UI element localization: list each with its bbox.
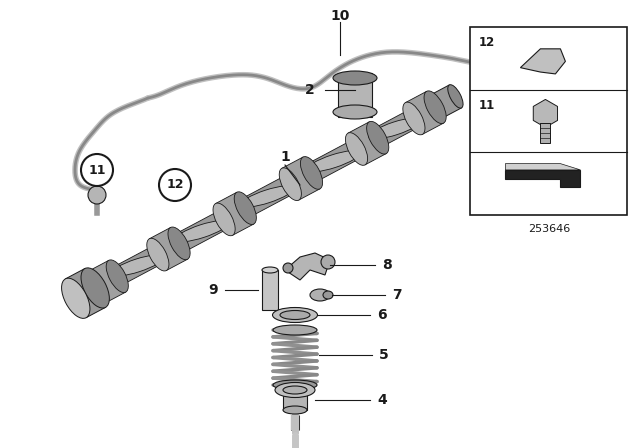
Ellipse shape: [323, 291, 333, 299]
Ellipse shape: [367, 121, 388, 154]
Ellipse shape: [403, 102, 425, 135]
Ellipse shape: [307, 151, 360, 172]
Ellipse shape: [300, 157, 323, 189]
Ellipse shape: [333, 105, 377, 119]
Ellipse shape: [346, 133, 367, 165]
Ellipse shape: [175, 220, 228, 242]
Ellipse shape: [310, 289, 330, 301]
Text: 5: 5: [379, 348, 388, 362]
Polygon shape: [285, 253, 330, 280]
Polygon shape: [65, 268, 106, 318]
Text: 12: 12: [166, 178, 184, 191]
Ellipse shape: [262, 267, 278, 273]
Ellipse shape: [279, 168, 301, 201]
Ellipse shape: [61, 278, 90, 319]
Polygon shape: [533, 99, 557, 127]
Polygon shape: [431, 85, 461, 117]
Polygon shape: [338, 73, 372, 117]
Text: 253646: 253646: [527, 224, 570, 234]
Text: 1: 1: [280, 150, 290, 164]
Text: 11: 11: [88, 164, 106, 177]
Ellipse shape: [81, 268, 109, 308]
Ellipse shape: [273, 380, 317, 390]
Ellipse shape: [424, 91, 446, 124]
Ellipse shape: [106, 260, 129, 293]
Ellipse shape: [147, 238, 169, 271]
Ellipse shape: [234, 192, 257, 224]
Circle shape: [159, 169, 191, 201]
Polygon shape: [71, 92, 451, 307]
Polygon shape: [506, 164, 580, 170]
Circle shape: [81, 154, 113, 186]
Ellipse shape: [273, 307, 317, 323]
Polygon shape: [149, 228, 188, 271]
Text: 11: 11: [479, 99, 495, 112]
Polygon shape: [282, 157, 320, 200]
Bar: [470, 27, 627, 215]
Ellipse shape: [273, 325, 317, 335]
Text: 6: 6: [377, 308, 387, 322]
Text: 12: 12: [479, 36, 495, 49]
Text: 10: 10: [330, 9, 349, 23]
Ellipse shape: [85, 271, 107, 304]
Polygon shape: [283, 390, 307, 410]
Polygon shape: [262, 270, 278, 310]
Ellipse shape: [333, 71, 377, 85]
Ellipse shape: [283, 406, 307, 414]
Text: 9: 9: [209, 283, 218, 297]
Ellipse shape: [168, 227, 190, 260]
Ellipse shape: [111, 255, 164, 276]
Ellipse shape: [241, 186, 294, 207]
Ellipse shape: [448, 85, 463, 108]
Text: 8: 8: [382, 258, 392, 272]
Bar: [540, 123, 550, 143]
Text: 7: 7: [392, 288, 402, 302]
Polygon shape: [520, 49, 565, 74]
Polygon shape: [216, 192, 253, 235]
Circle shape: [283, 263, 293, 273]
Ellipse shape: [275, 383, 315, 397]
Circle shape: [321, 255, 335, 269]
Ellipse shape: [369, 118, 422, 139]
Polygon shape: [406, 91, 444, 134]
Ellipse shape: [280, 310, 310, 319]
Ellipse shape: [283, 386, 307, 394]
Ellipse shape: [213, 203, 235, 236]
Polygon shape: [506, 170, 580, 187]
Text: 4: 4: [377, 393, 387, 407]
Polygon shape: [348, 122, 386, 165]
Polygon shape: [88, 260, 125, 303]
Circle shape: [88, 186, 106, 204]
Text: 2: 2: [305, 83, 315, 97]
